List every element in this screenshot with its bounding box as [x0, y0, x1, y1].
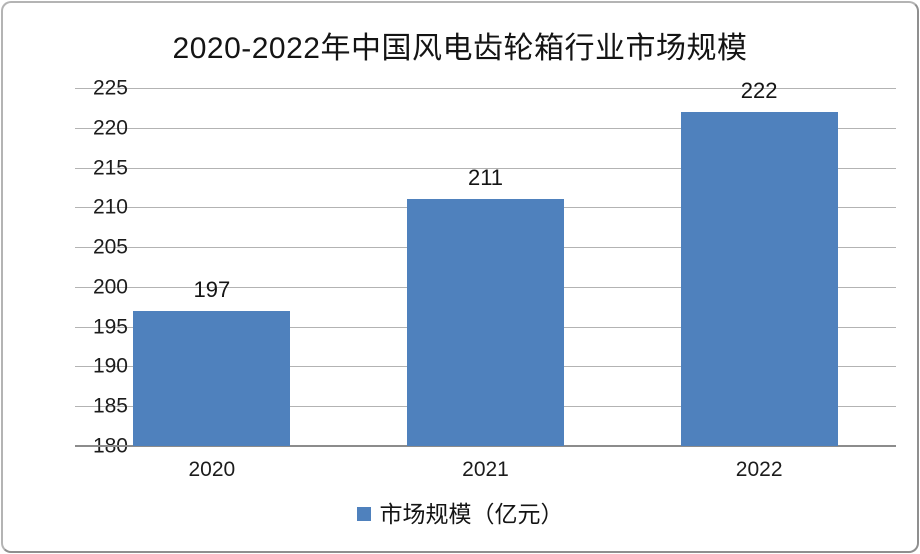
- legend-blue-square-icon: [356, 507, 371, 521]
- x-axis-line: [75, 445, 896, 447]
- x-axis-tick-label: 2022: [735, 458, 783, 481]
- bar-2020: 197 2020: [133, 278, 291, 480]
- y-axis-tick-label: 185: [92, 394, 128, 418]
- y-axis-tick-label: 215: [92, 156, 128, 180]
- legend: 市场规模（亿元）: [3, 499, 917, 529]
- bar-2021: 211 2021: [407, 167, 564, 480]
- gridline-225: [75, 88, 896, 89]
- y-axis-tick-label: 225: [92, 76, 128, 100]
- bar-value-label: 211: [467, 165, 504, 191]
- x-axis-tick-label: 2021: [462, 458, 509, 481]
- chart-title: 2020-2022年中国风电齿轮箱行业市场规模: [172, 32, 748, 65]
- bar-value-label: 222: [740, 77, 778, 103]
- y-axis-tick-label: 205: [92, 235, 128, 259]
- bar-value-label: 197: [193, 276, 231, 302]
- y-axis-tick-label: 200: [92, 275, 128, 299]
- legend-series-label: 市场规模（亿元）: [379, 500, 564, 527]
- gridline-215: [75, 167, 896, 169]
- y-axis-tick-label: 220: [92, 116, 128, 140]
- plot-area: 180 185 190 195 200 205 210 215 220 225 197 2020 211…: [75, 78, 896, 480]
- gridline-220: [75, 127, 896, 129]
- y-axis-tick-label: 190: [92, 354, 128, 378]
- y-axis-tick-label: 195: [92, 315, 128, 339]
- x-axis-tick-label: 2020: [188, 458, 236, 481]
- bar-2022: 222 2022: [680, 79, 838, 480]
- y-axis-tick-label: 210: [92, 195, 128, 219]
